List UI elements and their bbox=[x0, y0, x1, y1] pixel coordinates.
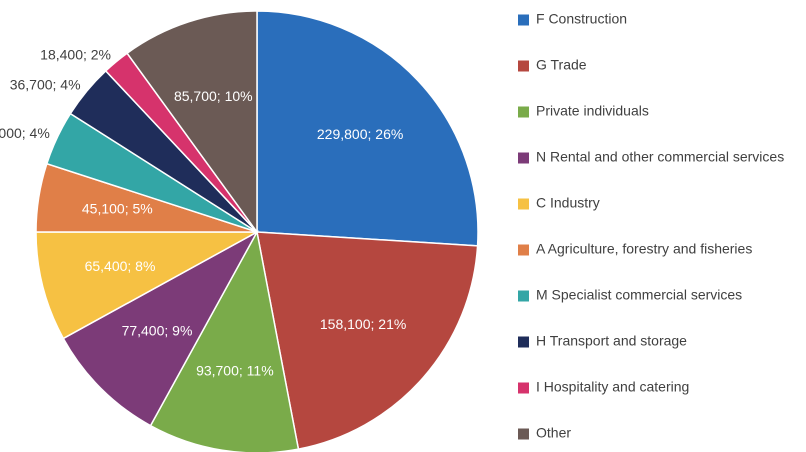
legend-label: Private individuals bbox=[536, 103, 649, 119]
data-label: 45,100; 5% bbox=[82, 201, 153, 217]
legend-label: Other bbox=[536, 425, 571, 441]
legend-swatch bbox=[518, 198, 529, 210]
data-label: 65,400; 8% bbox=[85, 258, 156, 274]
data-label: 18,400; 2% bbox=[40, 46, 111, 62]
legend-swatch bbox=[518, 382, 529, 394]
legend-swatch bbox=[518, 14, 529, 26]
legend-label: H Transport and storage bbox=[536, 333, 687, 349]
legend-swatch bbox=[518, 106, 529, 118]
data-label: 39,000; 4% bbox=[0, 125, 50, 141]
pie: 229,800; 26% 158,100; 21% 93,700; 11% 77,40… bbox=[0, 10, 479, 452]
legend-swatch bbox=[518, 152, 529, 164]
data-label: 77,400; 9% bbox=[122, 323, 193, 339]
legend-label: C Industry bbox=[536, 195, 600, 211]
legend-label: I Hospitality and catering bbox=[536, 379, 689, 395]
legend-label: M Specialist commercial services bbox=[536, 287, 742, 303]
legend-swatch bbox=[518, 290, 529, 302]
legend-swatch bbox=[518, 428, 529, 440]
pie-slice bbox=[62, 230, 259, 427]
pie-slice bbox=[256, 231, 479, 450]
legend-label: G Trade bbox=[536, 57, 587, 73]
pie-slice bbox=[149, 229, 300, 452]
pie-slice bbox=[256, 10, 479, 247]
legend: F Construction G Trade Private individuals… bbox=[518, 11, 784, 441]
data-label: 229,800; 26% bbox=[317, 126, 403, 142]
data-label: 85,700; 10% bbox=[174, 88, 253, 104]
data-label: 36,700; 4% bbox=[10, 77, 81, 93]
legend-label: A Agriculture, forestry and fisheries bbox=[536, 241, 752, 257]
legend-swatch bbox=[518, 244, 529, 256]
legend-swatch bbox=[518, 336, 529, 348]
legend-label: N Rental and other commercial services bbox=[536, 149, 784, 165]
data-label: 158,100; 21% bbox=[320, 316, 406, 332]
legend-swatch bbox=[518, 60, 529, 72]
legend-label: F Construction bbox=[536, 11, 627, 27]
pie-slice bbox=[35, 231, 258, 340]
pie-slice bbox=[126, 10, 258, 235]
data-label: 93,700; 11% bbox=[196, 362, 274, 378]
